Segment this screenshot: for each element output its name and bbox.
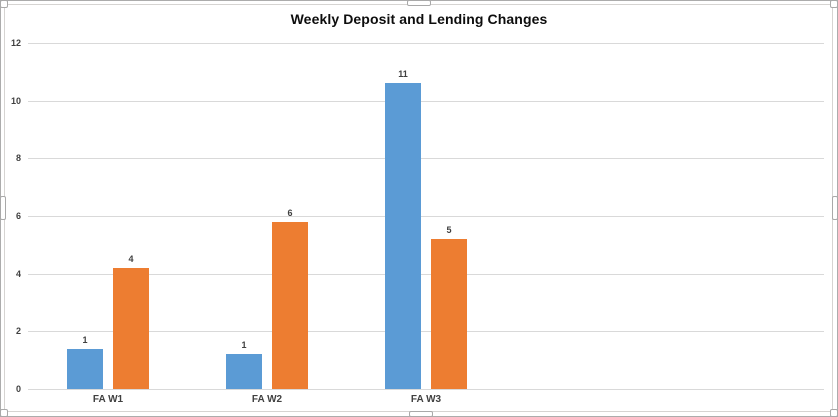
- selection-handle-top[interactable]: [407, 0, 431, 6]
- data-label: 1: [241, 340, 247, 350]
- selection-handle-left[interactable]: [0, 196, 6, 220]
- gridline: [28, 331, 824, 332]
- selection-handle-bottom[interactable]: [409, 411, 433, 417]
- x-axis-category-label: FA W3: [410, 394, 442, 405]
- x-axis-category-label: FA W1: [92, 394, 124, 405]
- bar[interactable]: [431, 239, 467, 389]
- data-label: 11: [398, 69, 408, 79]
- gridline: [28, 158, 824, 159]
- y-axis-tick-label: 8: [15, 153, 21, 163]
- gridline: [28, 43, 824, 44]
- y-axis-tick-label: 6: [15, 211, 21, 221]
- y-axis-tick-label: 12: [10, 38, 21, 48]
- data-label: 4: [128, 254, 134, 264]
- y-axis-tick-label: 0: [15, 384, 21, 394]
- y-axis-tick-label: 4: [15, 269, 21, 279]
- selection-handle-top-right[interactable]: [830, 0, 838, 8]
- y-axis-tick-label: 10: [10, 96, 21, 106]
- bar[interactable]: [113, 268, 149, 389]
- selection-handle-bottom-left[interactable]: [0, 409, 8, 417]
- bar[interactable]: [272, 222, 308, 389]
- bar[interactable]: [226, 354, 262, 389]
- data-label: 6: [287, 208, 293, 218]
- chart-title[interactable]: Weekly Deposit and Lending Changes: [290, 11, 548, 27]
- gridline: [28, 101, 824, 102]
- data-label: 5: [446, 225, 452, 235]
- gridline: [28, 389, 824, 390]
- bar[interactable]: [385, 83, 421, 389]
- gridline: [28, 274, 824, 275]
- data-label: 1: [82, 335, 88, 345]
- selection-handle-right[interactable]: [832, 196, 838, 220]
- x-axis-category-label: FA W2: [251, 394, 283, 405]
- selection-handle-top-left[interactable]: [0, 0, 8, 8]
- bar[interactable]: [67, 349, 103, 389]
- selection-handle-bottom-right[interactable]: [830, 409, 838, 417]
- y-axis-tick-label: 2: [15, 326, 21, 336]
- gridline: [28, 216, 824, 217]
